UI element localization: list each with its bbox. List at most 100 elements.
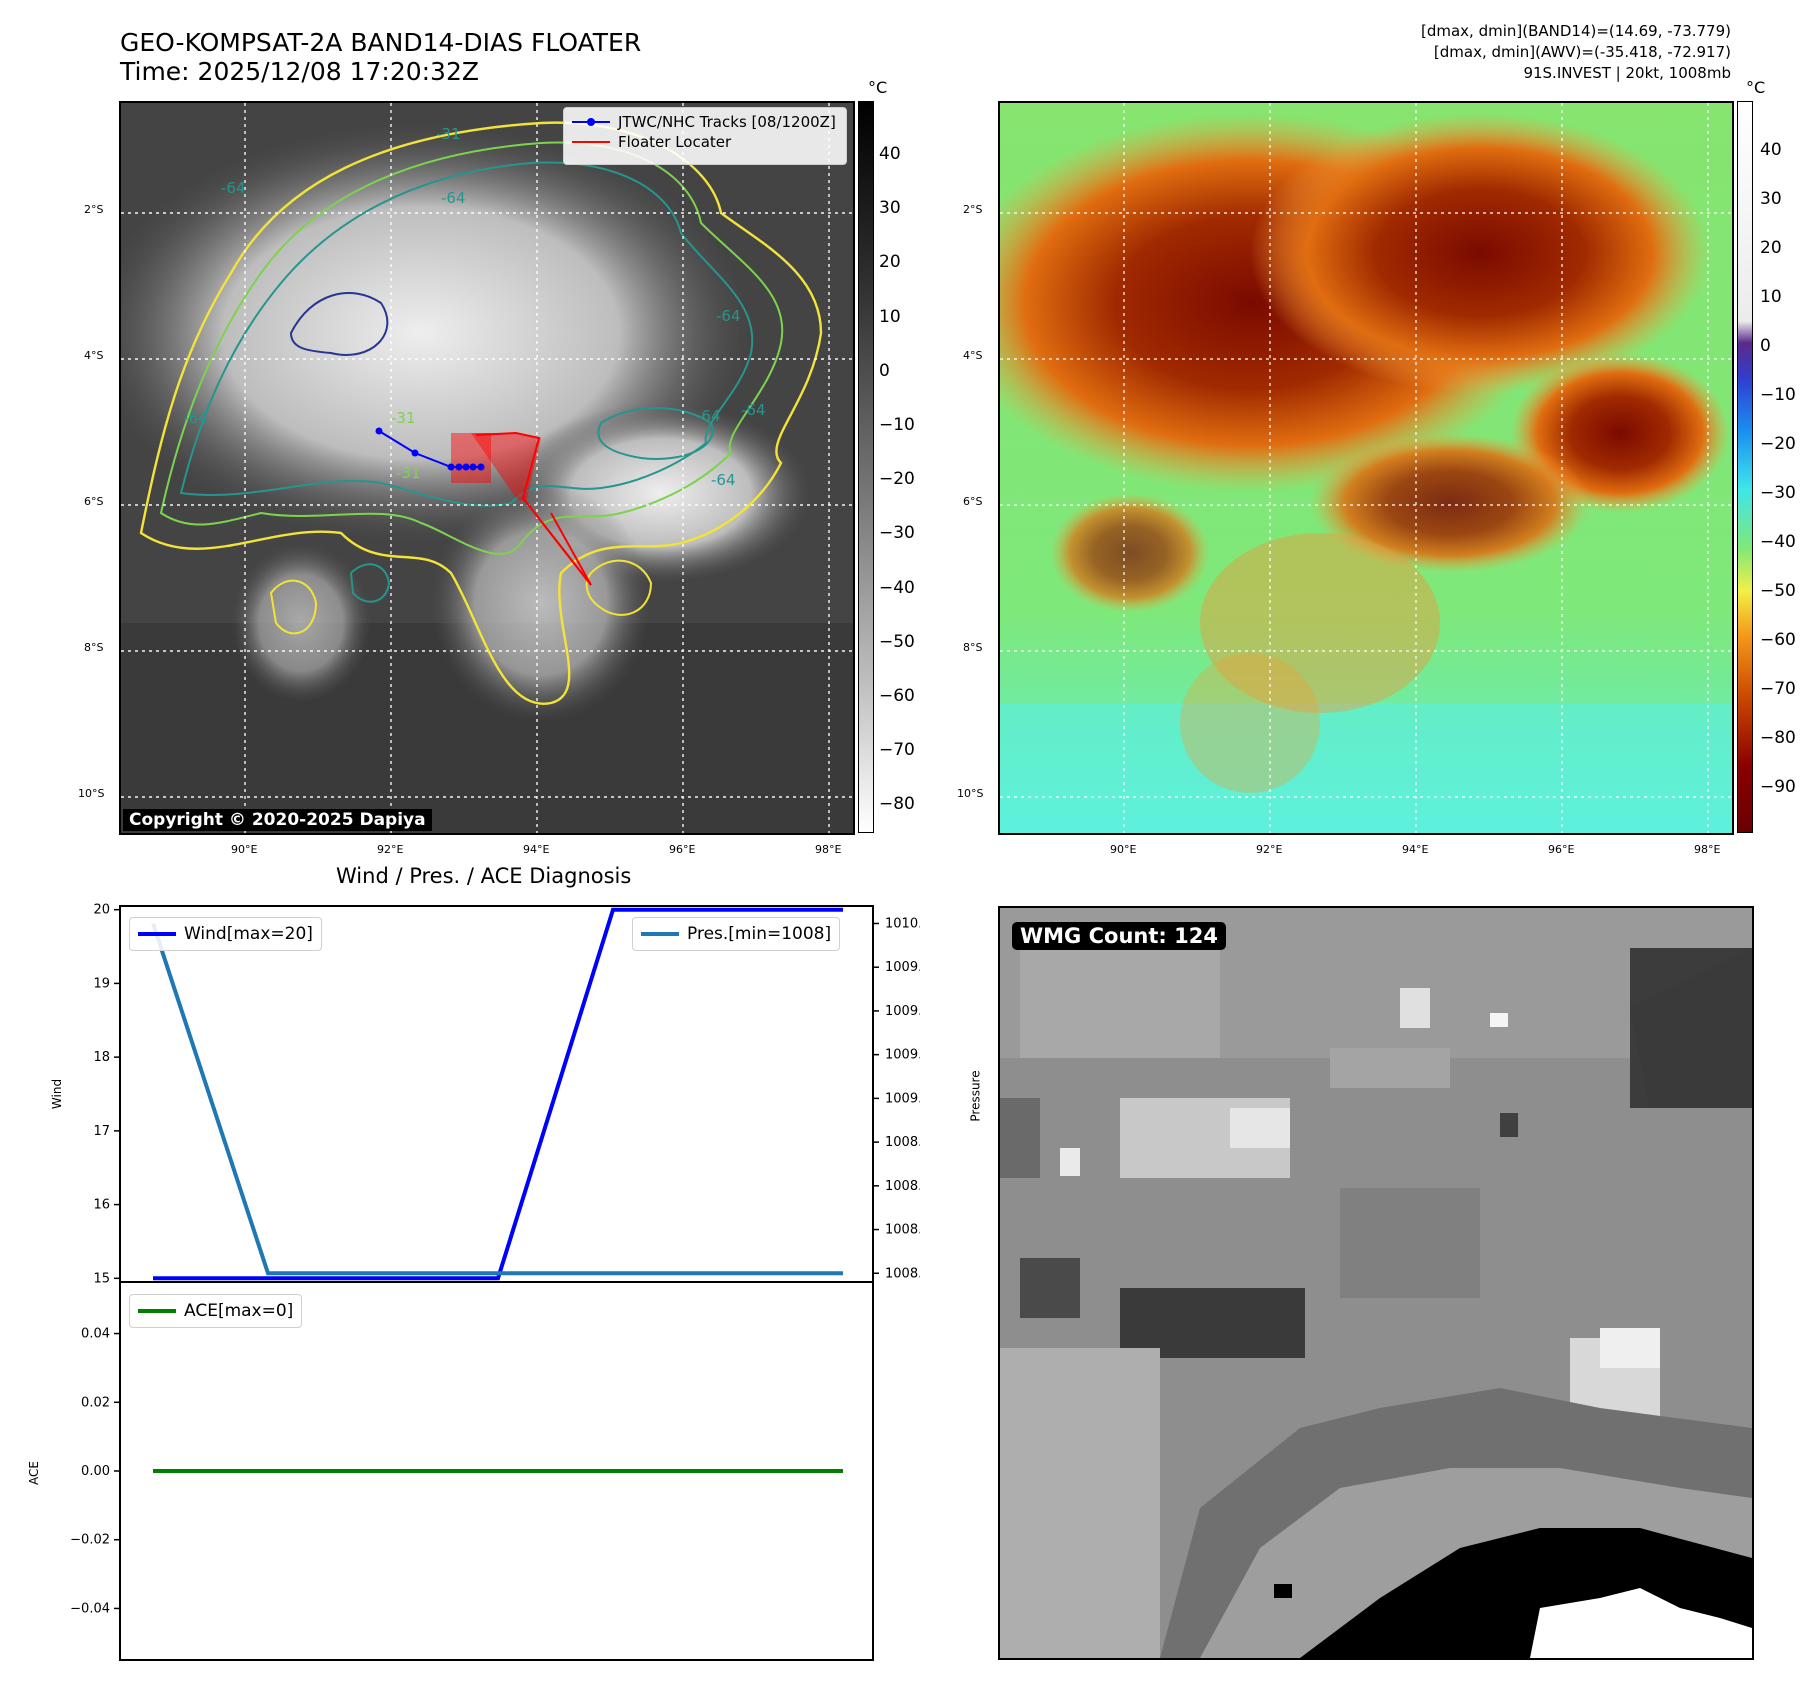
contour-label: -64 (716, 307, 741, 325)
ace-swatch (138, 1309, 176, 1313)
pressure-swatch (641, 932, 679, 936)
contour-label: -64 (741, 401, 766, 419)
colorbar-tick-label: −60 (1760, 630, 1796, 650)
ir-colorbar-unit: °C (868, 78, 888, 97)
pressure-axis-label: Pressure (968, 1070, 983, 1122)
axis-tick-label: 1008.00 (885, 1266, 920, 1281)
wind-series-line (153, 907, 843, 1281)
axis-tick-label: 17 (93, 1124, 110, 1139)
lon-tick: 96°E (1548, 843, 1575, 856)
colorbar-tick-label: 40 (879, 144, 901, 164)
lat-tick: 8°S (84, 641, 104, 654)
colorbar-tick-label: 10 (879, 306, 901, 327)
colorbar-tick-label: 10 (1760, 287, 1782, 307)
ir-imagery: -31 -64 -64 -64 -64 -64 -31 -31 -64 -64 (121, 103, 853, 833)
wv-imagery (1000, 103, 1732, 833)
figure-time: Time: 2025/12/08 17:20:32Z (120, 57, 479, 86)
colorbar-tick-label: 20 (879, 252, 901, 273)
lat-tick: 6°S (84, 495, 104, 508)
pressure-legend: Pres.[min=1008] (632, 917, 841, 951)
lat-tick: 6°S (963, 495, 983, 508)
lat-tick: 4°S (963, 349, 983, 362)
lat-tick: 10°S (78, 787, 105, 800)
legend-label: Pres.[min=1008] (687, 924, 832, 944)
wind-axis-label: Wind (50, 1078, 65, 1110)
colorbar-tick-label: 20 (1760, 238, 1782, 258)
lon-tick: 92°E (377, 843, 404, 856)
axis-tick-label: 20 (93, 903, 110, 918)
contour-label: -31 (391, 409, 416, 427)
colorbar-tick-label: 0 (1760, 336, 1771, 356)
colorbar-tick-label: −30 (1760, 483, 1796, 503)
colorbar-tick-label: −40 (879, 577, 915, 598)
locater-swatch (572, 141, 610, 143)
lat-tick: 4°S (84, 349, 104, 362)
legend-label: Wind[max=20] (184, 924, 313, 944)
ace-legend: ACE[max=0] (129, 1294, 303, 1328)
lon-tick: 94°E (1402, 843, 1429, 856)
axis-tick-label: 16 (93, 1198, 110, 1213)
colorbar-tick-label: −80 (1760, 728, 1796, 748)
colorbar-tick-label: −90 (1760, 777, 1796, 797)
dmax-dmin-band14: [dmax, dmin](BAND14)=(14.69, -73.779) (1420, 22, 1731, 40)
contour-label: -64 (221, 179, 246, 197)
axis-tick-label: 1008.50 (885, 1179, 920, 1194)
wv-colorbar-unit: °C (1746, 78, 1766, 97)
legend-label: Floater Locater (618, 133, 732, 151)
axis-tick-label: 1009.00 (885, 1091, 920, 1106)
wind-legend: Wind[max=20] (129, 917, 322, 951)
wind-axis-ticks: 20 19 18 17 16 15 (93, 903, 120, 1286)
axis-tick-label: 0.00 (81, 1464, 110, 1479)
colorbar-tick-label: −70 (1760, 679, 1796, 699)
colorbar-tick-label: 30 (879, 198, 901, 219)
contour-label: -64 (441, 189, 466, 207)
wv-colorbar (1737, 101, 1753, 833)
lon-tick: 90°E (1110, 843, 1137, 856)
ir-colorbar (858, 101, 874, 833)
contour-label: -31 (396, 464, 421, 482)
ir-satellite-panel: -31 -64 -64 -64 -64 -64 -31 -31 -64 -64 … (119, 101, 855, 835)
axis-tick-label: 1009.25 (885, 1048, 920, 1063)
colorbar-tick-label: −50 (1760, 581, 1796, 601)
axis-tick-label: −0.04 (70, 1601, 110, 1616)
lon-tick: 94°E (523, 843, 550, 856)
colorbar-tick-label: 40 (1760, 140, 1782, 160)
ace-axis-ticks: 0.04 0.02 0.00 −0.02 −0.04 (70, 1327, 120, 1616)
axis-tick-label: 1010.00 (885, 916, 920, 931)
lat-tick: 8°S (963, 641, 983, 654)
colorbar-tick-label: 30 (1760, 189, 1782, 209)
pressure-series-line (151, 922, 843, 1276)
colorbar-tick-label: −30 (879, 523, 915, 544)
legend-label: JTWC/NHC Tracks [08/1200Z] (618, 113, 836, 131)
lat-tick: 2°S (84, 203, 104, 216)
figure-title: GEO-KOMPSAT-2A BAND14-DIAS FLOATER (120, 28, 642, 57)
lon-tick: 90°E (231, 843, 258, 856)
colorbar-tick-label: −60 (879, 686, 915, 706)
colorbar-tick-label: −20 (879, 469, 915, 490)
pressure-axis-ticks: 1010.00 1009.75 1009.50 1009.25 1009.00 1008.… (873, 916, 920, 1281)
legend-item-tracks: JTWC/NHC Tracks [08/1200Z] (572, 112, 838, 132)
lon-tick: 98°E (1694, 843, 1721, 856)
colorbar-tick-label: −40 (1760, 532, 1796, 552)
lon-tick: 92°E (1256, 843, 1283, 856)
contour-label: -64 (711, 471, 736, 489)
wmg-count-label: WMG Count: 124 (1012, 922, 1226, 950)
axis-tick-label: 0.04 (81, 1327, 110, 1342)
axis-tick-label: 1008.75 (885, 1135, 920, 1150)
wind-axes-frame (119, 905, 874, 1283)
axis-tick-label: 19 (93, 976, 110, 991)
legend-label: ACE[max=0] (184, 1301, 294, 1321)
contour-label: -64 (696, 407, 721, 425)
axis-tick-label: 0.02 (81, 1395, 110, 1410)
jtwc-track (375, 427, 485, 471)
colorbar-tick-label: −70 (879, 740, 915, 761)
lat-tick: 2°S (963, 203, 983, 216)
colorbar-tick-label: −20 (1760, 434, 1796, 454)
wv-satellite-panel (998, 101, 1734, 835)
storm-info: 91S.INVEST | 20kt, 1008mb (1523, 64, 1731, 82)
colorbar-tick-label: −10 (1760, 385, 1796, 405)
axis-tick-label: 1009.50 (885, 1004, 920, 1019)
axis-tick-label: 1009.75 (885, 960, 920, 975)
wmg-imagery (1000, 908, 1752, 1658)
copyright-label: Copyright © 2020-2025 Dapiya (123, 809, 432, 831)
